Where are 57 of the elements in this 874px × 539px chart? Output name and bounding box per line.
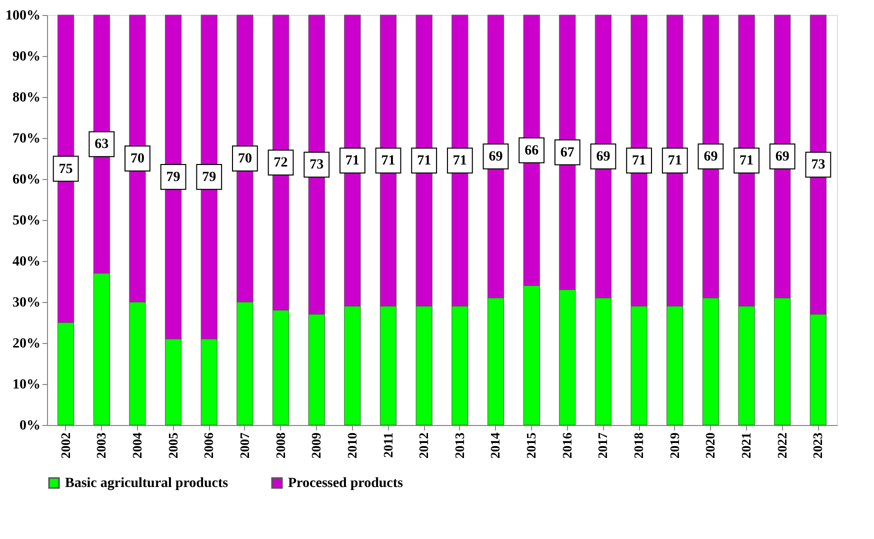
y-tick-label: 10% xyxy=(12,378,40,392)
y-tick-label: 90% xyxy=(12,50,40,64)
y-tick-label: 80% xyxy=(12,90,40,106)
x-tick-label: 2016 xyxy=(559,432,574,458)
y-tick-label: 30% xyxy=(12,296,40,310)
y-tick-label: 0% xyxy=(20,418,40,434)
legend-label: Processed products xyxy=(288,476,404,491)
x-tick-label: 2017 xyxy=(595,432,610,458)
data-label: 70 xyxy=(130,152,144,166)
x-tick-label: 2002 xyxy=(58,432,73,458)
x-tick-label: 2015 xyxy=(524,432,539,458)
data-label: 69 xyxy=(775,149,790,164)
data-label: 71 xyxy=(632,154,646,169)
y-tick-label: 20% xyxy=(12,336,40,352)
data-label: 73 xyxy=(310,158,324,173)
data-label: 71 xyxy=(345,154,360,169)
x-tick-label: 2012 xyxy=(416,432,432,458)
x-tick-label: 2008 xyxy=(272,432,288,458)
data-label: 69 xyxy=(488,149,503,164)
data-label: 71 xyxy=(740,154,754,169)
x-tick-label: 2022 xyxy=(774,432,790,458)
x-tick-label: 2014 xyxy=(488,432,503,458)
data-label: 72 xyxy=(274,156,288,171)
data-label: 69 xyxy=(596,149,610,164)
x-tick-label: 2020 xyxy=(702,432,718,458)
data-label: 70 xyxy=(238,152,252,166)
data-label: 63 xyxy=(94,137,109,152)
legend-label: Basic agricultural products xyxy=(65,476,229,491)
x-tick-label: 2005 xyxy=(165,432,180,458)
data-label: 71 xyxy=(668,154,682,169)
data-label: 71 xyxy=(381,154,396,169)
x-tick-label: 2003 xyxy=(94,432,109,458)
data-label: 71 xyxy=(417,154,432,169)
data-label: 79 xyxy=(202,170,216,185)
y-tick-label: 100% xyxy=(6,8,40,24)
x-tick-label: 2004 xyxy=(129,432,144,458)
data-label: 66 xyxy=(524,143,539,158)
x-tick-label: 2018 xyxy=(631,432,646,458)
x-tick-label: 2011 xyxy=(380,432,396,458)
x-tick-label: 2007 xyxy=(236,432,252,458)
data-label: 69 xyxy=(704,149,718,164)
x-tick-label: 2009 xyxy=(308,432,324,458)
data-label: 75 xyxy=(58,162,73,177)
x-tick-label: 2023 xyxy=(810,432,826,458)
x-tick-label: 2021 xyxy=(738,432,754,458)
y-tick-label: 60% xyxy=(12,172,40,188)
data-label: 73 xyxy=(811,158,826,173)
x-tick-label: 2013 xyxy=(452,432,467,458)
y-tick-label: 50% xyxy=(12,214,40,228)
x-tick-label: 2010 xyxy=(344,432,360,458)
data-label: 67 xyxy=(560,145,574,160)
x-tick-label: 2019 xyxy=(666,432,682,458)
x-tick-label: 2006 xyxy=(201,432,216,458)
y-tick-label: 40% xyxy=(12,254,40,270)
data-label: 71 xyxy=(452,154,467,169)
y-tick-label: 70% xyxy=(12,132,40,146)
data-label: 79 xyxy=(166,170,180,185)
